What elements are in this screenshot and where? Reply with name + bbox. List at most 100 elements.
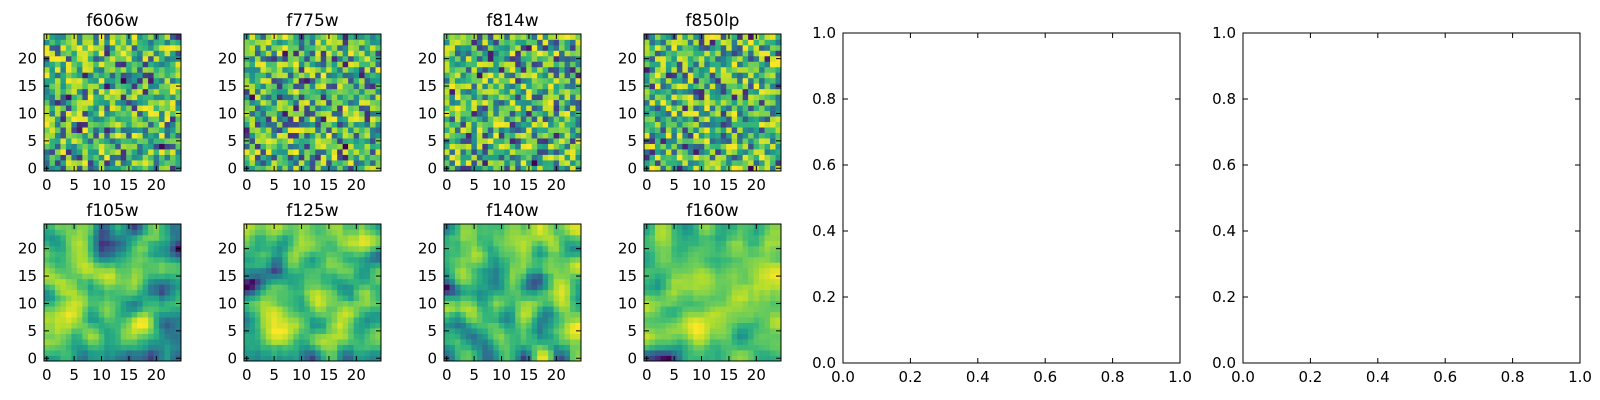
heatmap-cell bbox=[282, 350, 289, 356]
heatmap-cell bbox=[487, 50, 494, 57]
heatmap-cell bbox=[454, 240, 461, 247]
heatmap-cell bbox=[364, 143, 371, 150]
heatmap-cell bbox=[170, 284, 176, 291]
heatmap-cell bbox=[775, 61, 782, 68]
heatmap-cell bbox=[764, 55, 771, 62]
heatmap-cell bbox=[359, 55, 365, 62]
heatmap-cell bbox=[375, 229, 382, 236]
heatmap-cell bbox=[449, 350, 456, 356]
heatmap-cell bbox=[331, 295, 338, 302]
heatmap-cell bbox=[775, 132, 782, 139]
heatmap-cell bbox=[471, 262, 478, 269]
heatmap-cell bbox=[465, 240, 472, 247]
heatmap-cell bbox=[444, 160, 450, 166]
heatmap-cell bbox=[704, 160, 711, 166]
heatmap-cell bbox=[82, 251, 89, 258]
heatmap-cell bbox=[98, 132, 105, 139]
heatmap-cell bbox=[170, 77, 176, 84]
heatmap-cell bbox=[498, 339, 505, 345]
heatmap-cell bbox=[304, 322, 311, 329]
heatmap-cell bbox=[337, 267, 343, 274]
heatmap-cell bbox=[375, 105, 382, 112]
heatmap-cell bbox=[654, 121, 661, 128]
heatmap-cell bbox=[153, 306, 160, 313]
heatmap-cell bbox=[159, 339, 165, 345]
heatmap-cell bbox=[342, 50, 349, 57]
heatmap-cell bbox=[476, 149, 483, 155]
heatmap-cell bbox=[298, 240, 305, 247]
heatmap-cell bbox=[142, 50, 149, 57]
heatmap-cell bbox=[731, 61, 738, 68]
heatmap-cell bbox=[520, 154, 527, 161]
heatmap-cell bbox=[65, 240, 72, 247]
heatmap-cell bbox=[298, 251, 305, 258]
heatmap-cell bbox=[337, 34, 343, 40]
heatmap-cell bbox=[254, 132, 261, 139]
heatmap-cell bbox=[120, 94, 127, 101]
heatmap-cell bbox=[665, 138, 672, 144]
heatmap-cell bbox=[498, 55, 505, 62]
heatmap-cell bbox=[153, 256, 160, 263]
heatmap-cell bbox=[476, 317, 483, 323]
heatmap-cell bbox=[98, 72, 105, 79]
heatmap-cell bbox=[54, 160, 61, 166]
heatmap-cell bbox=[276, 344, 283, 351]
heatmap-cell bbox=[331, 105, 338, 112]
y-tick-label: 0 bbox=[27, 349, 37, 367]
heatmap-cell bbox=[709, 132, 716, 139]
heatmap-cell bbox=[693, 165, 700, 172]
heatmap-cell bbox=[93, 88, 100, 95]
heatmap-cell bbox=[115, 262, 122, 269]
heatmap-cell bbox=[337, 99, 343, 106]
heatmap-cell bbox=[742, 94, 749, 101]
heatmap-cell bbox=[159, 121, 165, 128]
heatmap-cell bbox=[120, 306, 127, 313]
heatmap-cell bbox=[304, 306, 311, 313]
heatmap-cell bbox=[482, 121, 489, 128]
heatmap-cell bbox=[564, 317, 571, 323]
heatmap-cell bbox=[526, 333, 533, 340]
heatmap-cell bbox=[244, 116, 250, 123]
heatmap-cell bbox=[54, 251, 61, 258]
heatmap-cell bbox=[476, 132, 483, 139]
heatmap-cell bbox=[775, 39, 782, 46]
heatmap-cell bbox=[665, 339, 672, 345]
heatmap-cell bbox=[526, 149, 533, 155]
heatmap-cell bbox=[737, 355, 743, 362]
heatmap-cell bbox=[76, 317, 83, 323]
heatmap-cell bbox=[104, 83, 111, 90]
heatmap-cell bbox=[759, 317, 765, 323]
heatmap-cell bbox=[320, 127, 327, 133]
heatmap-cell bbox=[126, 339, 133, 345]
heatmap-cell bbox=[337, 88, 343, 95]
heatmap-cell bbox=[293, 284, 300, 291]
heatmap-cell bbox=[148, 127, 154, 133]
heatmap-cell bbox=[148, 72, 154, 79]
heatmap-cell bbox=[65, 278, 72, 285]
heatmap-cell bbox=[676, 39, 683, 46]
heatmap-cell bbox=[553, 61, 560, 68]
heatmap-cell bbox=[159, 306, 165, 313]
heatmap-cell bbox=[109, 143, 116, 150]
heatmap-cell bbox=[449, 311, 456, 318]
heatmap-cell bbox=[71, 61, 78, 68]
heatmap-cell bbox=[142, 72, 149, 79]
heatmap-cell bbox=[559, 50, 565, 57]
heatmap-cell bbox=[115, 77, 122, 84]
heatmap-cell bbox=[60, 50, 67, 57]
heatmap-cell bbox=[342, 143, 349, 150]
heatmap-cell bbox=[326, 251, 333, 258]
heatmap-cell bbox=[104, 34, 111, 40]
heatmap-cell bbox=[148, 121, 154, 128]
heatmap-cell bbox=[454, 44, 461, 51]
heatmap-cell bbox=[731, 39, 738, 46]
heatmap-cell bbox=[137, 138, 143, 144]
heatmap-cell bbox=[159, 322, 165, 329]
heatmap-cell bbox=[726, 311, 733, 318]
heatmap-cell bbox=[271, 132, 278, 139]
heatmap-cell bbox=[71, 300, 78, 307]
heatmap-cell bbox=[644, 289, 650, 296]
heatmap-cell bbox=[537, 311, 543, 318]
heatmap-cell bbox=[559, 61, 565, 68]
heatmap-cell bbox=[753, 44, 760, 51]
